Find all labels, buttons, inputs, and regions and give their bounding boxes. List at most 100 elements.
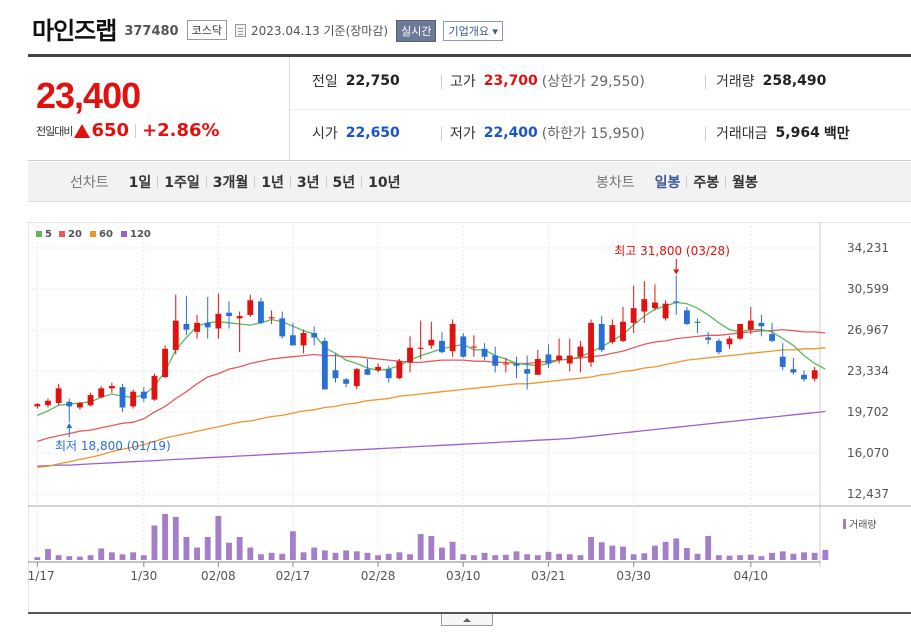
volume-bar — [439, 547, 445, 560]
low-annotation: 최저 18,800 (01/19) — [55, 439, 171, 453]
candle-body — [694, 321, 701, 323]
line-period-2[interactable]: 3개월 — [212, 175, 249, 191]
company-overview-dropdown[interactable]: 기업개요 ▾ — [443, 20, 503, 41]
volume-bar — [470, 555, 477, 560]
candle-body — [108, 386, 115, 389]
volume-bar — [343, 550, 350, 560]
candle-body — [790, 369, 797, 373]
candle-body — [662, 303, 669, 319]
trade-amount: 거래대금 5,964 백만 — [716, 123, 850, 143]
volume-bar — [385, 553, 392, 560]
candle-period-2[interactable]: 월봉 — [732, 175, 758, 191]
ma-line-5 — [37, 301, 826, 416]
low-arrow-head — [66, 423, 73, 429]
candlestick-chart-svg: 34,231 30,599 26,967 23,334 19,702 16,070 12,4… — [20, 221, 911, 614]
chart-toolbar: 선차트 1일 1주일 3개월 1년 3년 5년 10년 봉차트 일봉 주봉 월봉 — [28, 162, 911, 202]
resize-handle[interactable] — [441, 614, 493, 626]
volume-bar — [747, 554, 754, 560]
volume-bar — [162, 514, 169, 560]
upper-limit: (상한가 29,550) — [541, 74, 645, 90]
candle-body — [545, 354, 552, 364]
volume-bar — [194, 547, 200, 560]
y-tick-label: 26,967 — [847, 323, 889, 337]
amount-label: 거래대금 — [716, 126, 768, 142]
volume-bar — [300, 552, 307, 560]
line-period-6[interactable]: 10년 — [368, 175, 401, 191]
volume-bar — [779, 551, 786, 560]
volume-bar — [683, 548, 690, 560]
volume-bar — [609, 545, 616, 560]
x-tick-label: 04/10 — [733, 569, 768, 583]
volume-bar — [119, 554, 126, 560]
x-tick-label: 02/17 — [276, 569, 311, 583]
volume-bar — [236, 537, 243, 560]
candle-body — [98, 388, 105, 398]
volume-bar — [545, 551, 552, 560]
candle-body — [140, 391, 147, 399]
candle-body — [556, 355, 563, 361]
volume-bar — [66, 556, 73, 560]
candle-body — [407, 347, 413, 363]
candle-body — [769, 334, 776, 341]
candle-period-0[interactable]: 일봉 — [654, 175, 681, 191]
high-value: 23,700 — [483, 73, 538, 89]
toolbar-separator — [289, 176, 291, 188]
change-percent: +2.86% — [142, 120, 220, 141]
legend-label: 5 — [45, 229, 52, 240]
x-tick-label: 03/21 — [531, 569, 566, 583]
volume-bar — [758, 556, 765, 560]
candle-body — [534, 358, 541, 375]
candle-body — [119, 387, 126, 408]
open-price: 시가 22,650 — [312, 123, 400, 143]
chevron-up-icon — [463, 617, 471, 622]
y-tick-label: 30,599 — [847, 282, 889, 296]
realtime-button[interactable]: 실시간 — [396, 19, 437, 42]
base-date: 2023.04.13 기준(장마감) — [250, 24, 389, 38]
line-period-0[interactable]: 1일 — [128, 175, 152, 191]
volume-legend-label: 거래량 — [849, 519, 877, 531]
candle-body — [87, 395, 94, 406]
volume-bar — [364, 552, 371, 560]
candle-body — [300, 333, 307, 346]
row-divider — [290, 109, 911, 110]
stock-header: 마인즈랩 377480 코스닥 2023.04.13 기준(장마감) 실시간 기… — [32, 10, 503, 46]
ma-line-20 — [37, 328, 826, 443]
volume-bar — [481, 552, 488, 560]
candle-body — [673, 301, 680, 303]
document-icon — [234, 24, 246, 37]
candle-body — [343, 379, 350, 384]
candle-body — [76, 402, 83, 408]
candle-body — [779, 356, 786, 367]
volume-bar — [822, 549, 829, 560]
candle-body — [172, 320, 179, 350]
volume-bar — [513, 551, 520, 560]
candle-body — [566, 355, 573, 364]
low-price: 저가 22,400 (하한가 15,950) — [450, 123, 645, 143]
toolbar-separator — [361, 176, 363, 188]
x-tick-label: 02/28 — [361, 569, 396, 583]
volume-bar — [598, 542, 605, 560]
candle-body — [321, 340, 328, 390]
volume-bar — [620, 546, 626, 560]
line-period-5[interactable]: 5년 — [332, 175, 356, 191]
x-tick-label: 02/08 — [201, 569, 236, 583]
toolbar-separator — [254, 176, 256, 188]
volume: 거래량 258,490 — [716, 71, 826, 91]
candle-chart-label: 봉차트 — [596, 175, 635, 191]
open-value: 22,650 — [345, 125, 400, 141]
volume-bar — [215, 515, 222, 560]
volume-bar — [705, 536, 712, 560]
candle-body — [630, 308, 637, 323]
candle-body — [215, 313, 222, 329]
candle-period-1[interactable]: 주봉 — [693, 175, 720, 191]
change-value: 650 — [91, 120, 130, 141]
line-period-3[interactable]: 1년 — [261, 175, 284, 191]
line-period-1[interactable]: 1주일 — [164, 175, 200, 191]
volume-bar — [268, 552, 275, 560]
volume-bar — [108, 552, 115, 560]
line-period-4[interactable]: 3년 — [296, 175, 320, 191]
volume-bar — [534, 555, 541, 560]
candle-body — [258, 301, 264, 323]
y-tick-label: 12,437 — [847, 487, 889, 501]
candle-body — [353, 369, 360, 387]
